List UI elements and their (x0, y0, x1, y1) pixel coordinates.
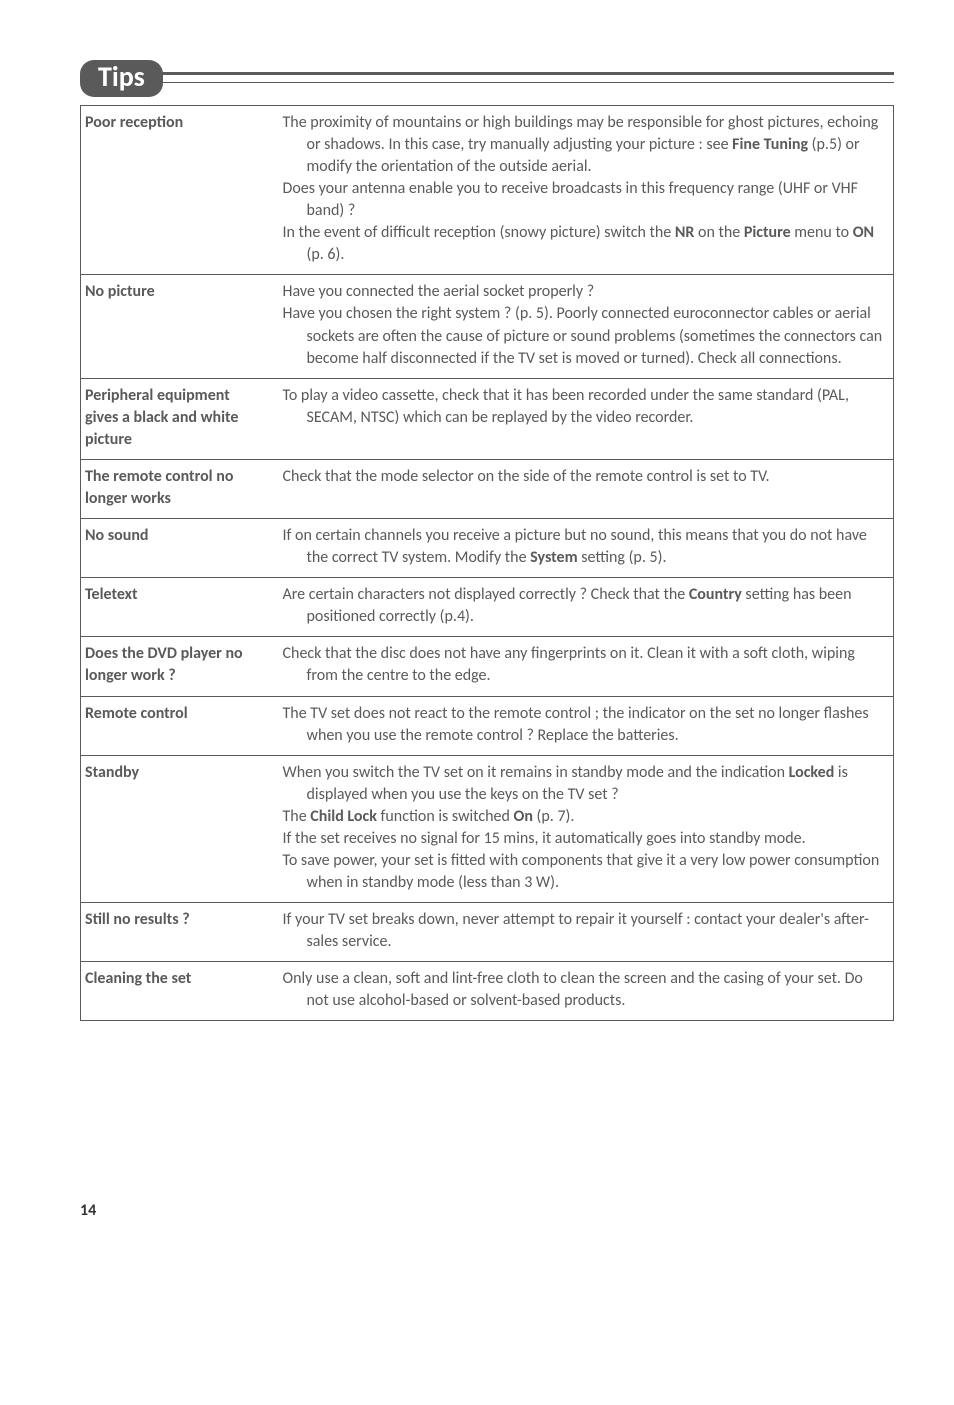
table-row: StandbyWhen you switch the TV set on it … (81, 755, 894, 902)
table-row: Still no results ?If your TV set breaks … (81, 903, 894, 962)
row-desc: The TV set does not react to the remote … (271, 696, 894, 755)
row-label: Peripheral equipment gives a black and w… (81, 378, 271, 459)
table-row: No pictureHave you connected the aerial … (81, 275, 894, 378)
tips-table-body: Poor receptionThe proximity of mountains… (81, 105, 894, 1021)
table-row: No soundIf on certain channels you recei… (81, 519, 894, 578)
row-label: No sound (81, 519, 271, 578)
tips-table: Poor receptionThe proximity of mountains… (80, 105, 894, 1022)
row-label: Does the DVD player no longer work ? (81, 637, 271, 696)
row-label: Still no results ? (81, 903, 271, 962)
row-desc: Only use a clean, soft and lint-free clo… (271, 962, 894, 1021)
row-desc: If your TV set breaks down, never attemp… (271, 903, 894, 962)
row-desc: Have you connected the aerial socket pro… (271, 275, 894, 378)
row-label: No picture (81, 275, 271, 378)
row-label: Teletext (81, 578, 271, 637)
row-label: Cleaning the set (81, 962, 271, 1021)
row-desc: Check that the disc does not have any fi… (271, 637, 894, 696)
row-desc: Are certain characters not displayed cor… (271, 578, 894, 637)
row-desc: Check that the mode selector on the side… (271, 459, 894, 518)
header-rule (163, 72, 894, 84)
row-label: Standby (81, 755, 271, 902)
table-row: Does the DVD player no longer work ?Chec… (81, 637, 894, 696)
row-desc: If on certain channels you receive a pic… (271, 519, 894, 578)
row-label: Poor reception (81, 105, 271, 275)
tips-badge: Tips (80, 60, 163, 97)
row-label: Remote control (81, 696, 271, 755)
row-desc: The proximity of mountains or high build… (271, 105, 894, 275)
table-row: Remote controlThe TV set does not react … (81, 696, 894, 755)
table-row: The remote control no longer worksCheck … (81, 459, 894, 518)
page: Tips Poor receptionThe proximity of moun… (0, 0, 954, 1260)
header: Tips (80, 60, 894, 97)
row-desc: To play a video cassette, check that it … (271, 378, 894, 459)
table-row: Cleaning the setOnly use a clean, soft a… (81, 962, 894, 1021)
table-row: TeletextAre certain characters not displ… (81, 578, 894, 637)
row-desc: When you switch the TV set on it remains… (271, 755, 894, 902)
table-row: Peripheral equipment gives a black and w… (81, 378, 894, 459)
row-label: The remote control no longer works (81, 459, 271, 518)
page-number: 14 (80, 1201, 894, 1220)
table-row: Poor receptionThe proximity of mountains… (81, 105, 894, 275)
